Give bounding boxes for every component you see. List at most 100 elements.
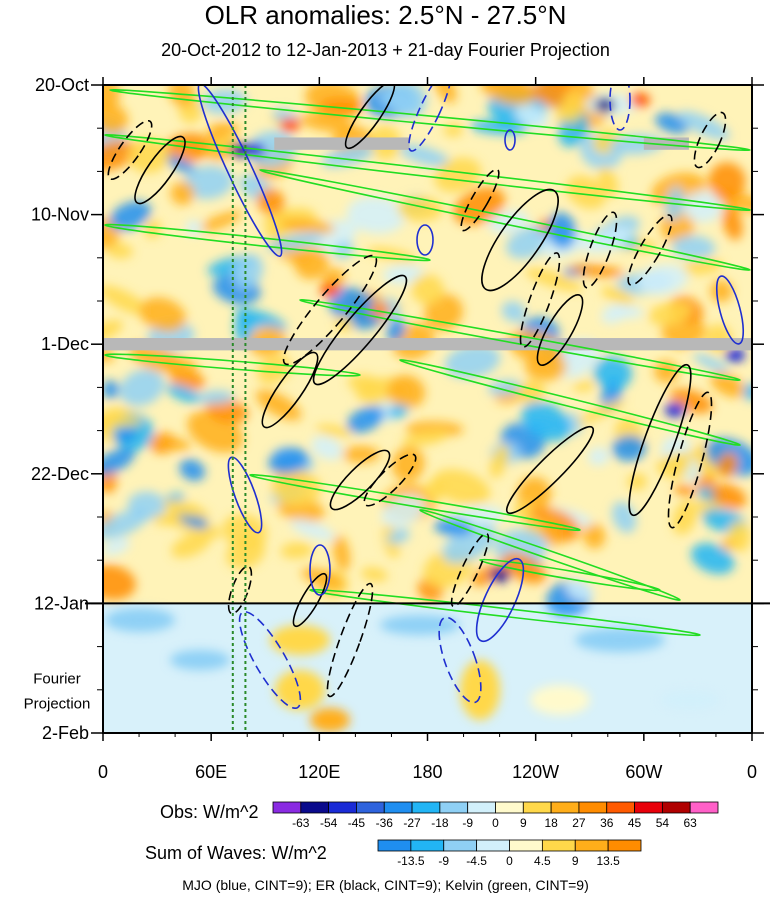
waves-colorbar-swatch — [607, 839, 642, 852]
positive-anomaly — [162, 357, 198, 377]
negative-anomaly — [103, 380, 120, 399]
obs-colorbar-swatch — [661, 801, 691, 814]
obs-colorbar-swatch — [300, 801, 330, 814]
waves-colorbar-swatch — [509, 839, 543, 852]
positive-anomaly — [485, 85, 540, 94]
er-contour — [505, 425, 595, 515]
negative-anomaly — [637, 264, 689, 295]
obs-colorbar-level: -54 — [320, 816, 338, 830]
obs-colorbar-level: -63 — [292, 816, 310, 830]
positive-anomaly — [566, 175, 606, 209]
projection-anomaly — [530, 685, 590, 715]
negative-anomaly — [268, 447, 309, 475]
obs-colorbar-level: -45 — [348, 816, 366, 830]
negative-anomaly — [290, 519, 335, 541]
er-contour — [481, 188, 559, 292]
y-tick-label: 20-Oct — [35, 75, 89, 95]
obs-colorbar-swatch — [328, 801, 357, 814]
obs-colorbar-level: 45 — [628, 816, 642, 830]
negative-anomaly — [232, 253, 264, 290]
negative-anomaly — [611, 435, 647, 462]
positive-anomaly — [103, 564, 136, 601]
negative-anomaly — [386, 318, 406, 343]
projection-anomaly — [310, 708, 350, 732]
positive-anomaly — [708, 162, 746, 200]
positive-anomaly — [710, 280, 733, 303]
obs-colorbar-level: 63 — [684, 816, 698, 830]
x-tick-label: 60W — [625, 762, 662, 782]
waves-colorbar-label: Sum of Waves: W/m^2 — [145, 843, 327, 863]
anomaly-peak — [595, 98, 615, 112]
obs-colorbar-level: 0 — [492, 816, 499, 830]
kelvin-contour — [479, 558, 661, 592]
positive-anomaly — [103, 103, 129, 135]
negative-anomaly — [515, 104, 549, 129]
mjo-contour — [309, 544, 331, 596]
y-tick-label: 1-Dec — [41, 334, 89, 354]
waves-colorbar-level: 9 — [572, 854, 579, 868]
positive-anomaly — [513, 501, 533, 520]
positive-anomaly — [727, 521, 751, 552]
obs-colorbar-swatch — [578, 801, 608, 814]
obs-colorbar-swatch — [411, 801, 441, 814]
negative-anomaly — [742, 383, 752, 401]
obs-colorbar-swatch — [634, 801, 663, 814]
kelvin-contour — [419, 509, 681, 601]
anomaly-peak — [370, 303, 390, 317]
anomaly-peak — [725, 348, 745, 362]
waves-colorbar-swatch — [574, 839, 609, 852]
obs-colorbar-swatch — [550, 801, 580, 814]
obs-colorbar-swatch — [689, 801, 719, 814]
positive-anomaly — [319, 98, 363, 114]
positive-anomaly — [361, 567, 388, 582]
obs-colorbar-label: Obs: W/m^2 — [160, 802, 259, 822]
x-tick-label: 180 — [412, 762, 442, 782]
negative-anomaly — [196, 390, 234, 405]
kelvin-contour — [399, 359, 741, 446]
anomaly-peak — [245, 143, 265, 157]
positive-anomaly — [156, 437, 191, 451]
positive-anomaly — [256, 355, 292, 385]
positive-anomaly — [391, 446, 425, 482]
positive-anomaly — [402, 429, 450, 447]
y-tick-label: 12-Jan — [34, 593, 89, 613]
waves-colorbar-swatch — [443, 839, 478, 852]
legend-footer: MJO (blue, CINT=9); ER (black, CINT=9); … — [182, 877, 589, 893]
positive-anomaly — [489, 444, 510, 479]
negative-anomaly — [593, 356, 633, 390]
er-contour — [460, 168, 500, 232]
chart-title: OLR anomalies: 2.5°N - 27.5°N — [204, 0, 567, 30]
waves-colorbar-level: -13.5 — [397, 854, 425, 868]
negative-anomaly — [183, 165, 234, 200]
er-contour — [627, 214, 673, 286]
er-contour — [312, 274, 408, 386]
obs-colorbar-swatch — [272, 801, 302, 814]
positive-anomaly — [722, 205, 743, 241]
chart-subtitle: 20-Oct-2012 to 12-Jan-2013 + 21-day Four… — [161, 40, 610, 60]
projection-anomaly — [275, 670, 325, 710]
negative-anomaly — [547, 212, 577, 249]
positive-anomaly — [648, 301, 692, 326]
obs-colorbar-swatch — [606, 801, 635, 814]
positive-anomaly — [397, 196, 443, 222]
er-contour — [261, 351, 319, 429]
y-tick-label: 2-Feb — [42, 723, 89, 743]
positive-anomaly — [198, 211, 242, 232]
obs-colorbar-level: -9 — [462, 816, 473, 830]
x-tick-label: 120W — [512, 762, 559, 782]
positive-anomaly — [672, 499, 698, 535]
positive-anomaly — [208, 122, 241, 135]
waves-colorbar-swatch — [541, 839, 576, 852]
obs-colorbar-level: -27 — [403, 816, 421, 830]
obs-colorbar-level: -18 — [431, 816, 449, 830]
obs-colorbar-swatch — [522, 801, 552, 814]
negative-anomaly — [321, 144, 375, 168]
positive-anomaly — [299, 113, 354, 133]
positive-anomaly — [205, 398, 249, 423]
missing-data-band — [274, 137, 410, 150]
positive-anomaly — [106, 243, 133, 259]
projection-anomaly — [270, 625, 330, 655]
obs-colorbar-level: -36 — [376, 816, 394, 830]
anomaly-peak — [280, 118, 300, 132]
